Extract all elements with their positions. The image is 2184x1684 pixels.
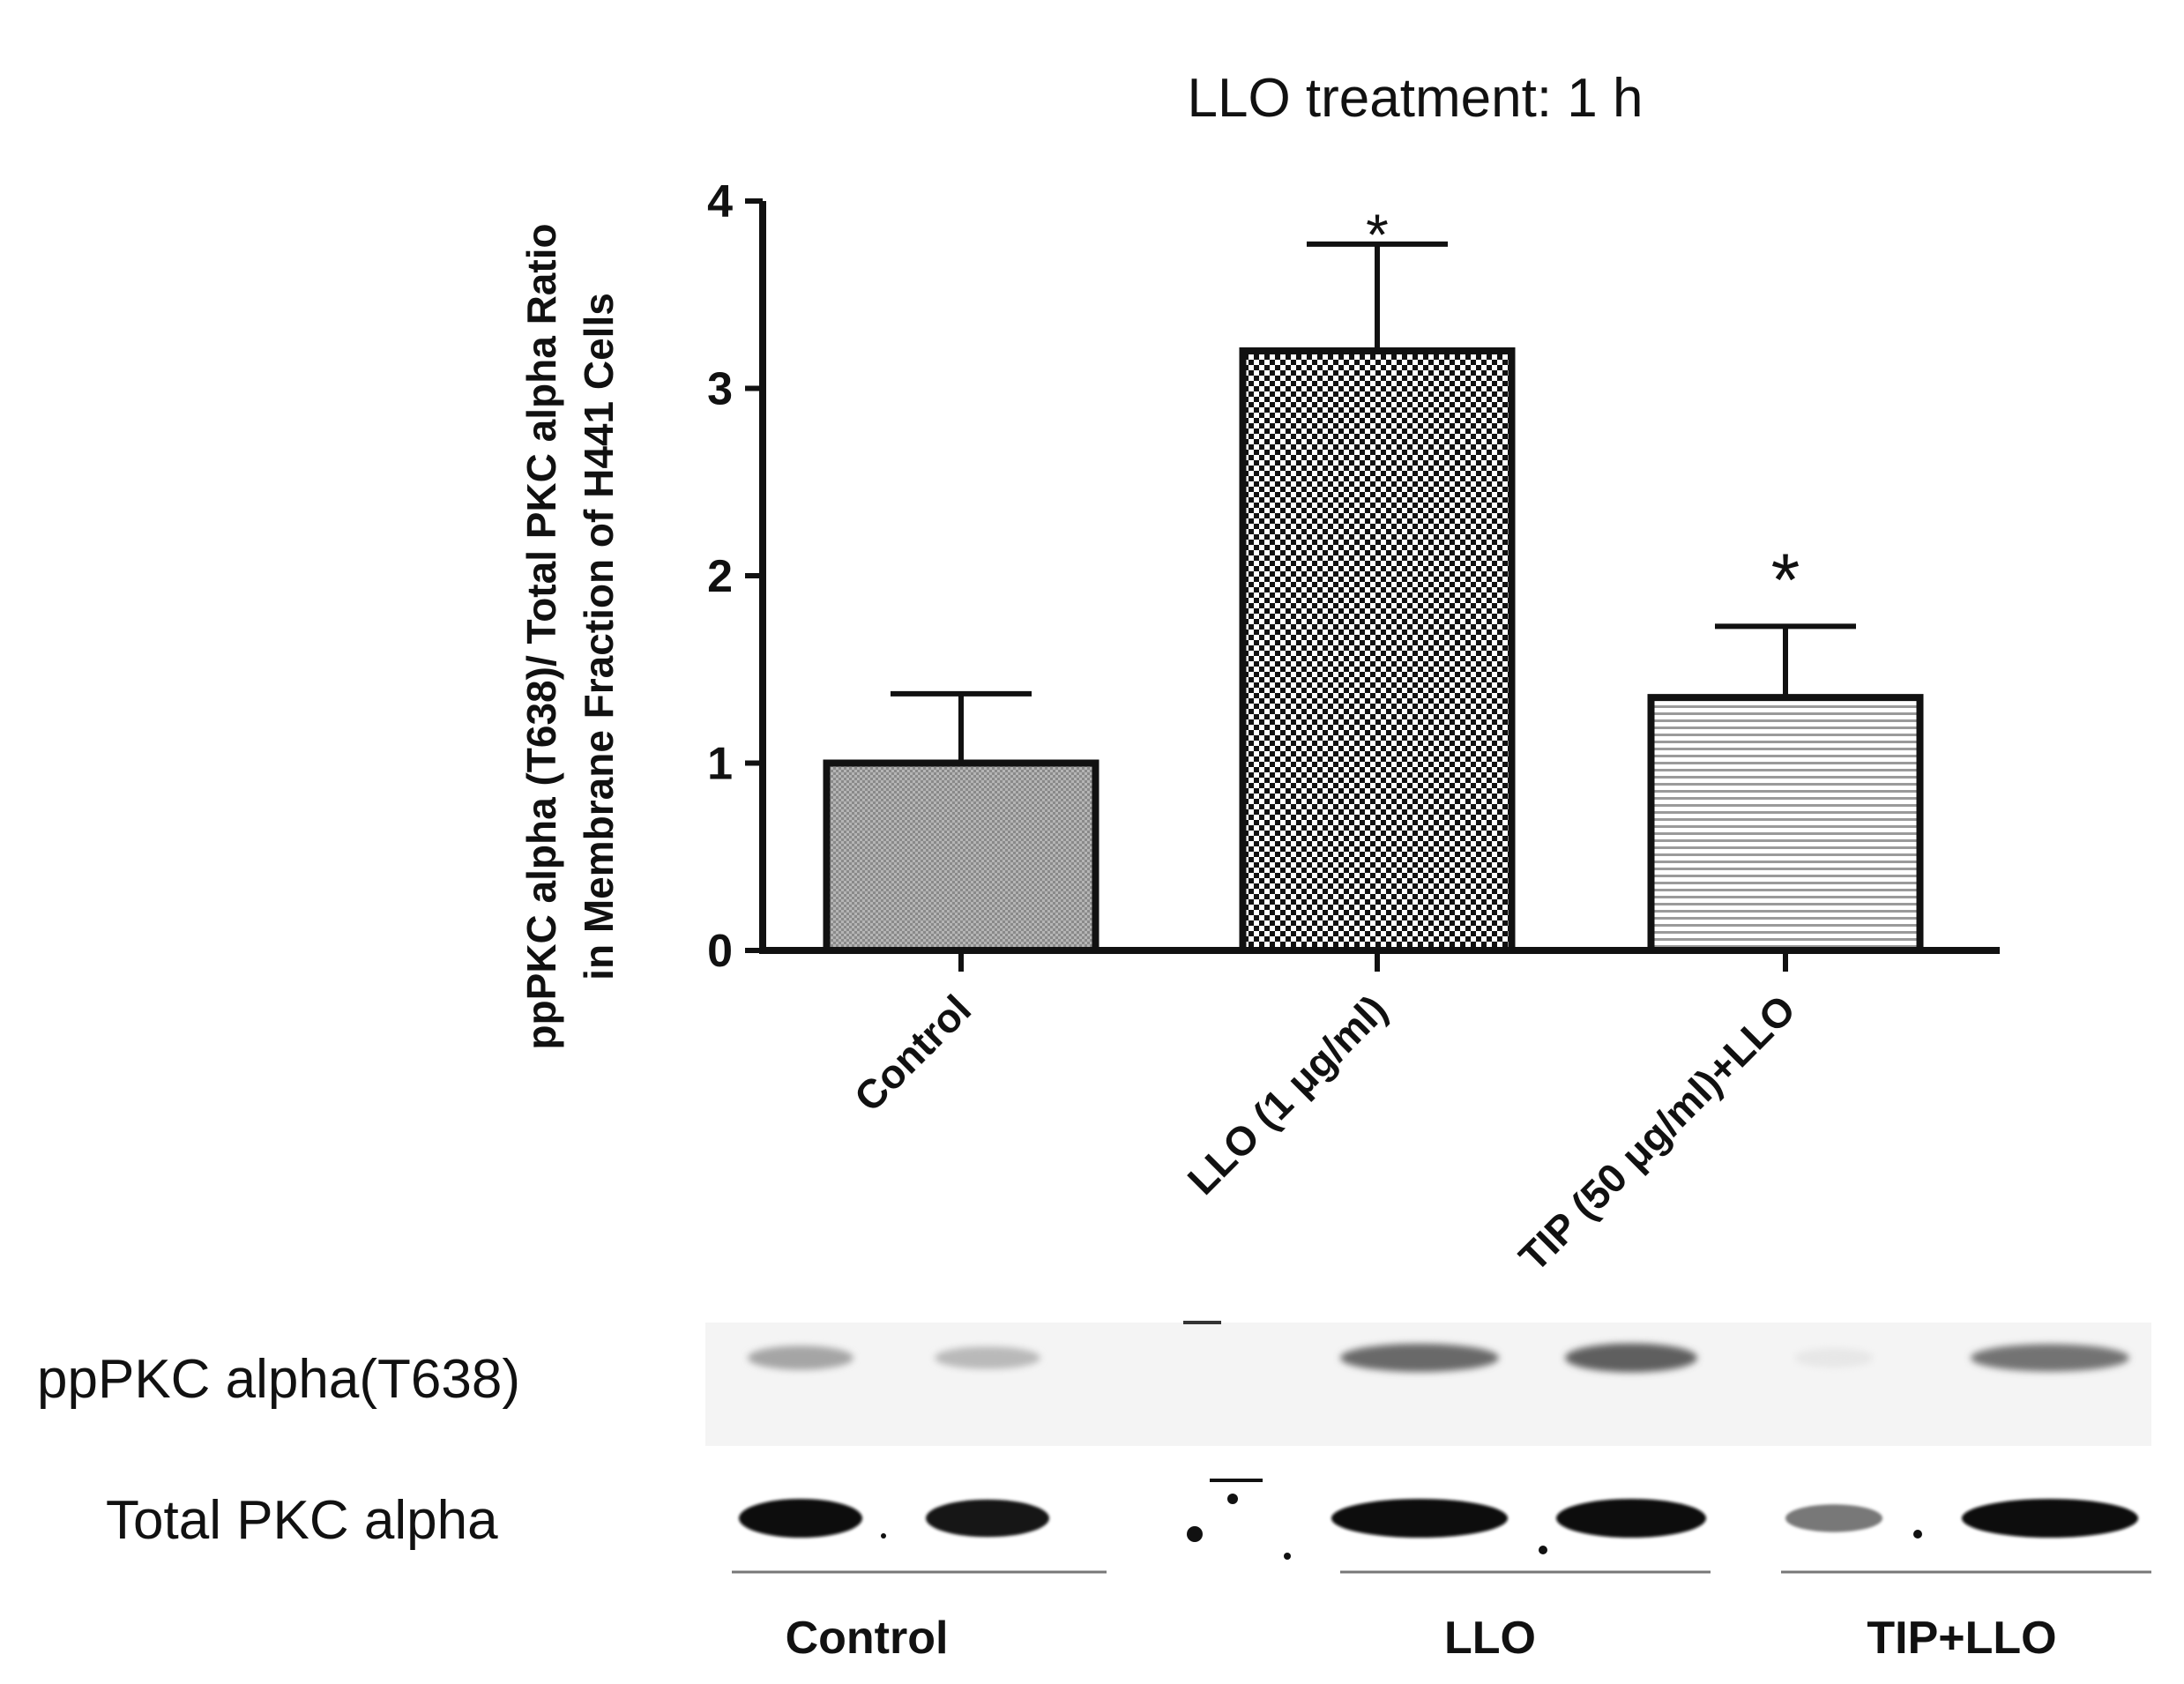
bar-0 bbox=[823, 759, 1099, 954]
blot-strip-ppPKC bbox=[705, 1323, 2151, 1446]
band-ppPKC-1 bbox=[935, 1346, 1040, 1369]
x-tick-label-2: TIP (50 μg/ml)+LLO bbox=[1510, 986, 1805, 1280]
significance-marker-2: * bbox=[1771, 538, 1800, 621]
band-ppPKC-5 bbox=[1794, 1348, 1874, 1367]
y-tick-label-0: 0 bbox=[707, 926, 733, 977]
band-total-4 bbox=[1556, 1499, 1706, 1538]
bar-2 bbox=[1647, 694, 1924, 954]
y-tick-label-3: 3 bbox=[707, 364, 733, 415]
band-total-0 bbox=[739, 1499, 862, 1538]
y-tick-label-4: 4 bbox=[707, 176, 733, 227]
blot-speckles bbox=[881, 1479, 1922, 1560]
significance-marker-1: * bbox=[1366, 202, 1389, 267]
blot-group-label-tipllo: TIP+LLO bbox=[1867, 1613, 2056, 1664]
y-axis-label-line2: in Membrane Fraction of H441 Cells bbox=[576, 293, 622, 980]
y-tick-label-2: 2 bbox=[707, 551, 733, 602]
blot-group-label-control: Control bbox=[786, 1613, 949, 1664]
blot-row-label-total: Total PKC alpha bbox=[106, 1490, 498, 1551]
band-ppPKC-6 bbox=[1971, 1344, 2129, 1372]
blot-row-label-ppPKC: ppPKC alpha(T638) bbox=[37, 1349, 520, 1410]
band-total-1 bbox=[926, 1499, 1049, 1538]
band-total-5 bbox=[1785, 1504, 1882, 1532]
band-ppPKC-4 bbox=[1565, 1343, 1697, 1373]
x-tick-label-0: Control bbox=[846, 986, 980, 1120]
y-axis-label-line1: ppPKC alpha (T638)/ Total PKC alpha Rati… bbox=[518, 223, 564, 1049]
x-tick-label-1: LLO (1 μg/ml) bbox=[1179, 986, 1396, 1203]
band-total-3 bbox=[1331, 1499, 1508, 1538]
y-tick-label-1: 1 bbox=[707, 739, 733, 790]
band-ppPKC-3 bbox=[1340, 1344, 1499, 1372]
blot-group-label-llo: LLO bbox=[1444, 1613, 1536, 1664]
chart-title: LLO treatment: 1 h bbox=[1188, 68, 1644, 129]
bar-1 bbox=[1239, 347, 1516, 954]
band-ppPKC-0 bbox=[748, 1345, 853, 1370]
band-total-6 bbox=[1962, 1499, 2138, 1538]
